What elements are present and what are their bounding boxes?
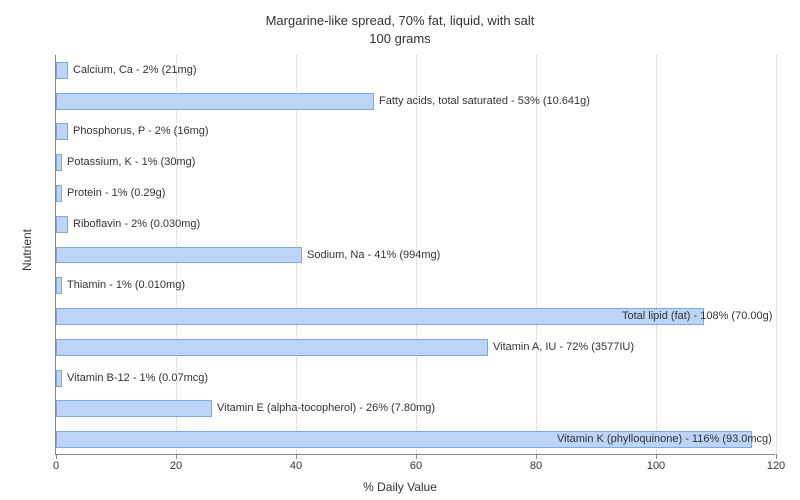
nutrient-bar — [56, 339, 488, 356]
x-tick-mark — [296, 454, 297, 459]
chart-title-line1: Margarine-like spread, 70% fat, liquid, … — [266, 13, 535, 28]
x-tick-mark — [776, 454, 777, 459]
nutrient-bar-label: Potassium, K - 1% (30mg) — [67, 157, 195, 168]
nutrient-bar — [56, 93, 374, 110]
nutrient-bar-label: Protein - 1% (0.29g) — [67, 188, 165, 199]
nutrient-bar-label: Vitamin A, IU - 72% (3577IU) — [493, 342, 634, 353]
x-tick-mark — [536, 454, 537, 459]
x-tick-label: 60 — [410, 460, 422, 472]
x-tick-label: 80 — [530, 460, 542, 472]
nutrient-bar — [56, 400, 212, 417]
nutrient-bar-label: Phosphorus, P - 2% (16mg) — [73, 126, 209, 137]
x-tick-label: 20 — [170, 460, 182, 472]
nutrient-bar-label: Calcium, Ca - 2% (21mg) — [73, 65, 196, 76]
nutrient-bar — [56, 216, 68, 233]
grid-line — [536, 55, 537, 454]
grid-line — [776, 55, 777, 454]
x-tick-label: 40 — [290, 460, 302, 472]
nutrient-bar-label: Riboflavin - 2% (0.030mg) — [73, 219, 200, 230]
nutrient-bar — [56, 62, 68, 79]
x-tick-label: 0 — [53, 460, 59, 472]
nutrient-bar — [56, 154, 62, 171]
y-axis-label: Nutrient — [20, 229, 34, 271]
grid-line — [656, 55, 657, 454]
x-tick-mark — [656, 454, 657, 459]
x-axis-label: % Daily Value — [0, 480, 800, 494]
chart-title: Margarine-like spread, 70% fat, liquid, … — [0, 12, 800, 47]
nutrient-bar-label: Total lipid (fat) - 108% (70.00g) — [622, 311, 772, 322]
nutrient-bar-label: Vitamin B-12 - 1% (0.07mcg) — [67, 373, 208, 384]
nutrient-bar — [56, 370, 62, 387]
nutrient-bar-label: Vitamin K (phylloquinone) - 116% (93.0mc… — [557, 434, 772, 445]
nutrient-bar — [56, 247, 302, 264]
nutrient-bar — [56, 185, 62, 202]
x-tick-label: 120 — [767, 460, 785, 472]
nutrient-bar-label: Thiamin - 1% (0.010mg) — [67, 280, 185, 291]
x-tick-mark — [56, 454, 57, 459]
nutrient-bar — [56, 277, 62, 294]
nutrient-bar — [56, 123, 68, 140]
nutrient-bar-label: Vitamin E (alpha-tocopherol) - 26% (7.80… — [217, 403, 435, 414]
chart-title-line2: 100 grams — [369, 31, 430, 46]
x-tick-label: 100 — [647, 460, 665, 472]
nutrient-bar-label: Fatty acids, total saturated - 53% (10.6… — [379, 96, 590, 107]
plot-area: 020406080100120Calcium, Ca - 2% (21mg)Fa… — [55, 55, 775, 455]
nutrient-bar-label: Sodium, Na - 41% (994mg) — [307, 250, 440, 261]
nutrient-chart: Margarine-like spread, 70% fat, liquid, … — [0, 0, 800, 500]
x-tick-mark — [416, 454, 417, 459]
nutrient-bar — [56, 308, 704, 325]
x-tick-mark — [176, 454, 177, 459]
